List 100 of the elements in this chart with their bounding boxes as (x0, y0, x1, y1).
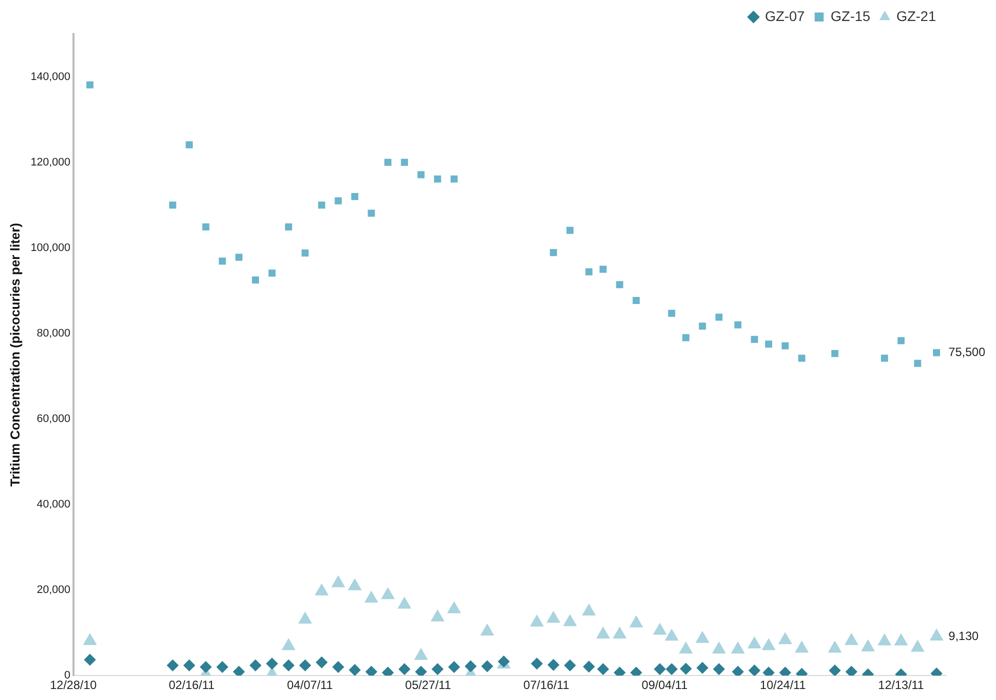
x-tick-label: 12/28/10 (50, 678, 98, 692)
point (266, 658, 278, 670)
point (828, 664, 841, 676)
point (616, 281, 624, 288)
point (666, 663, 678, 676)
x-tick-label: 12/13/11 (878, 678, 924, 692)
point (585, 268, 592, 276)
point (596, 626, 610, 639)
point (798, 354, 806, 362)
point (384, 158, 392, 166)
point (268, 270, 276, 277)
point (434, 175, 442, 183)
point (84, 654, 96, 666)
point (654, 663, 666, 676)
point (430, 609, 444, 622)
point (186, 141, 193, 148)
point (632, 296, 640, 304)
point (880, 354, 888, 362)
point (480, 624, 494, 636)
point (734, 321, 742, 328)
point (664, 628, 679, 641)
point (252, 276, 259, 284)
point (348, 578, 362, 590)
point (298, 612, 312, 624)
point (582, 660, 595, 673)
point (563, 614, 577, 626)
point (299, 659, 312, 672)
y-tick-label: 20,000 (36, 584, 70, 596)
point (715, 314, 723, 321)
x-tick-label: 02/16/11 (168, 678, 215, 692)
annotation: 9,130 (948, 628, 979, 643)
point (878, 633, 892, 646)
point (82, 632, 97, 645)
point (318, 202, 326, 209)
point (348, 664, 361, 676)
point (398, 663, 410, 676)
point (600, 266, 607, 273)
y-tick-label: 80,000 (36, 327, 70, 340)
x-tick-label: 10/24/11 (760, 678, 806, 692)
point (550, 249, 557, 256)
point (530, 658, 543, 670)
point (464, 660, 477, 672)
point (530, 614, 544, 627)
point (400, 158, 408, 166)
point (778, 632, 792, 644)
point (183, 659, 196, 672)
point (249, 659, 262, 672)
point (546, 610, 560, 623)
point (332, 661, 344, 674)
y-tick-label: 60,000 (36, 412, 70, 425)
point (334, 197, 342, 204)
point (166, 659, 179, 672)
point (200, 661, 212, 674)
point (86, 81, 94, 88)
point (218, 258, 226, 265)
y-tick-label: 40,000 (36, 498, 70, 511)
point (351, 193, 358, 200)
legend-label: GZ-21 (896, 8, 936, 24)
point (732, 666, 744, 676)
point (398, 596, 412, 609)
y-tick-label: 140,000 (30, 70, 70, 83)
point (914, 360, 922, 367)
point (331, 575, 346, 588)
point (432, 663, 444, 676)
point (448, 661, 460, 674)
point (302, 249, 309, 257)
point (712, 663, 725, 676)
point (898, 337, 905, 344)
point (750, 336, 758, 343)
point (910, 640, 925, 652)
point (828, 640, 842, 653)
point (235, 254, 242, 261)
point (933, 349, 940, 356)
point (680, 662, 692, 675)
point (762, 638, 776, 650)
x-tick-label: 09/04/11 (642, 678, 688, 692)
point (698, 322, 706, 330)
point (782, 342, 789, 350)
legend-label: GZ-07 (764, 8, 805, 24)
point (712, 642, 726, 654)
point (415, 666, 427, 676)
point (597, 663, 610, 676)
point (765, 340, 772, 348)
point (368, 210, 375, 217)
point (678, 642, 693, 654)
point (364, 590, 378, 603)
point (365, 666, 378, 676)
point (894, 633, 908, 646)
point (169, 202, 176, 209)
point (282, 659, 295, 672)
point (566, 226, 574, 234)
point (748, 664, 760, 676)
point (564, 659, 576, 672)
point (447, 601, 462, 614)
point (844, 632, 858, 645)
y-tick-label: 100,000 (30, 242, 70, 254)
point (481, 660, 494, 672)
point (316, 656, 328, 668)
point (216, 661, 228, 674)
point (682, 334, 690, 342)
